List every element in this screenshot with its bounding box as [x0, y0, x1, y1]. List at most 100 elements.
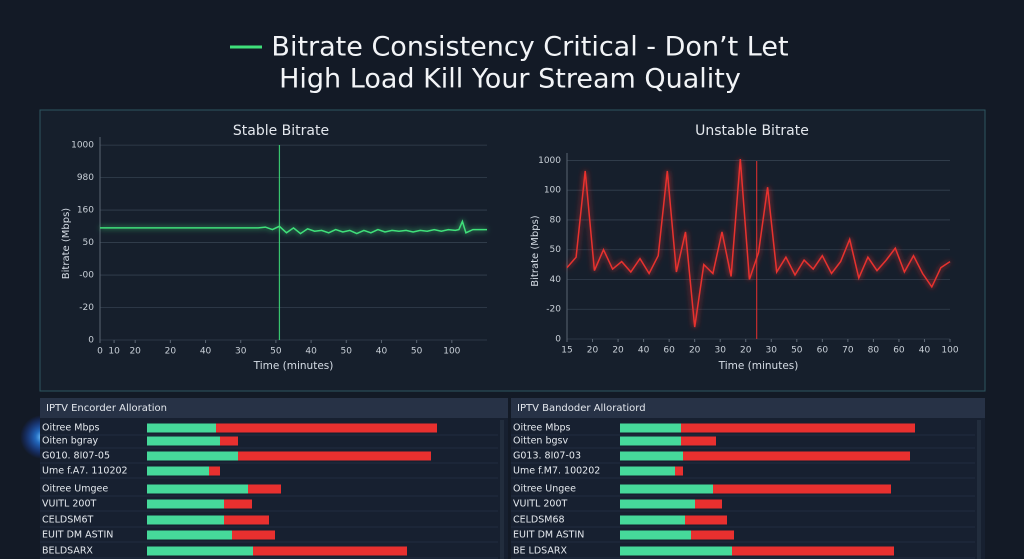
y-tick-label: 0 [88, 336, 94, 346]
x-tick-label: 50 [411, 347, 423, 357]
bar-segment [620, 436, 681, 446]
x-tick-label: 50 [341, 347, 353, 357]
scrollbar [500, 420, 504, 559]
y-tick-label: 80 [550, 215, 562, 225]
x-tick-label: 15 [561, 346, 572, 356]
x-tick-label: 40 [919, 346, 931, 356]
x-tick-label: 40 [638, 346, 650, 356]
y-tick-label: 160 [77, 206, 94, 216]
x-axis-label: Time (minutes) [253, 360, 334, 372]
y-tick-label: 40 [550, 275, 562, 285]
bar-segment [209, 466, 220, 476]
x-tick-label: 0 [97, 347, 103, 357]
title-line: Bitrate Consistency Critical - Don’t Let [271, 32, 788, 63]
y-tick-label: 1000 [538, 156, 561, 166]
bar-segment [224, 515, 269, 525]
row-label: VUITL 200T [42, 499, 97, 510]
row-label: Oiten bgray [42, 436, 99, 447]
chart-frame [39, 109, 986, 392]
x-tick-label: 30 [766, 346, 778, 356]
y-tick-label: -20 [79, 303, 94, 313]
x-tick-label: 80 [868, 346, 880, 356]
bar-segment [147, 423, 216, 433]
bar-segment [147, 515, 224, 525]
row-label: Oitree Mbps [42, 423, 100, 434]
y-axis-label: Bitrate (Mbps) [61, 208, 72, 279]
bar-segment [147, 436, 220, 446]
x-tick-label: 20 [587, 346, 599, 356]
panel-header [40, 398, 508, 418]
y-tick-label: -20 [546, 305, 561, 315]
bar-segment [675, 466, 683, 476]
y-tick-label: 50 [83, 238, 95, 248]
chart-title: Unstable Bitrate [695, 123, 809, 139]
row-label: G010. 8I07-05 [42, 451, 110, 462]
y-tick-label: 1000 [71, 141, 94, 151]
x-tick-label: 30 [235, 347, 247, 357]
bar-segment [220, 436, 238, 446]
y-tick-label: -00 [79, 271, 94, 281]
x-tick-label: 20 [129, 347, 141, 357]
bar-segment [620, 546, 732, 556]
bar-segment [224, 499, 252, 509]
bar-segment [620, 451, 683, 461]
x-tick-label: 50 [270, 347, 282, 357]
y-tick-label: 50 [550, 245, 562, 255]
y-axis-label: Bitrate (Mbps) [530, 215, 541, 286]
x-tick-label: 20 [612, 346, 624, 356]
row-label: G013. 8I07-03 [513, 451, 581, 462]
panel-title: IPTV Encorder Alloration [46, 403, 167, 414]
bar-segment [620, 499, 695, 509]
bar-segment [238, 451, 431, 461]
bar-segment [685, 515, 727, 525]
bar-segment [147, 499, 224, 509]
bar-segment [147, 451, 238, 461]
data-line [100, 219, 487, 235]
bar-segment [681, 423, 915, 433]
row-label: Oitree Umgee [42, 484, 108, 495]
bar-segment [732, 546, 894, 556]
bar-segment [695, 499, 722, 509]
x-tick-label: 70 [842, 346, 854, 356]
chart-title: Stable Bitrate [233, 123, 329, 139]
x-tick-label: 60 [817, 346, 829, 356]
row-label: EUIT DM ASTIN [513, 530, 584, 541]
row-label: Oitree Mbps [513, 423, 571, 434]
row-label: Ume f.A7. 110202 [42, 466, 128, 477]
row-label: Oitten bgsv [513, 436, 568, 447]
bar-segment [620, 466, 675, 476]
x-tick-label: 10 [108, 347, 120, 357]
x-tick-label: 60 [893, 346, 905, 356]
row-label: Oitree Ungee [513, 484, 576, 495]
bar-segment [620, 515, 685, 525]
bar-segment [147, 530, 232, 540]
row-label: VUITL 200T [513, 499, 568, 510]
x-tick-label: 50 [791, 346, 803, 356]
x-tick-label: 30 [714, 346, 726, 356]
scrollbar [977, 420, 981, 559]
panel-title: IPTV Bandoder Alloratiord [517, 403, 646, 414]
bar-segment [620, 484, 713, 494]
x-tick-label: 100 [941, 346, 958, 356]
x-tick-label: 100 [443, 347, 460, 357]
y-tick-label: 980 [77, 173, 94, 183]
bar-segment [248, 484, 281, 494]
x-tick-label: 20 [689, 346, 701, 356]
x-axis-label: Time (minutes) [718, 360, 799, 372]
x-tick-label: 20 [740, 346, 752, 356]
row-label: CELDSM6T [42, 515, 94, 526]
bar-segment [683, 451, 910, 461]
bar-segment [253, 546, 407, 556]
x-tick-label: 20 [165, 347, 177, 357]
panel-header [511, 398, 985, 418]
row-label: CELDSM68 [513, 515, 565, 526]
title-line: High Load Kill Your Stream Quality [279, 64, 741, 95]
y-tick-label: 0 [555, 335, 561, 345]
row-label: BELDSARX [42, 546, 93, 557]
bar-segment [147, 484, 248, 494]
x-tick-label: 40 [305, 347, 317, 357]
x-tick-label: 40 [376, 347, 388, 357]
bar-segment [620, 530, 691, 540]
x-tick-label: 40 [200, 347, 212, 357]
